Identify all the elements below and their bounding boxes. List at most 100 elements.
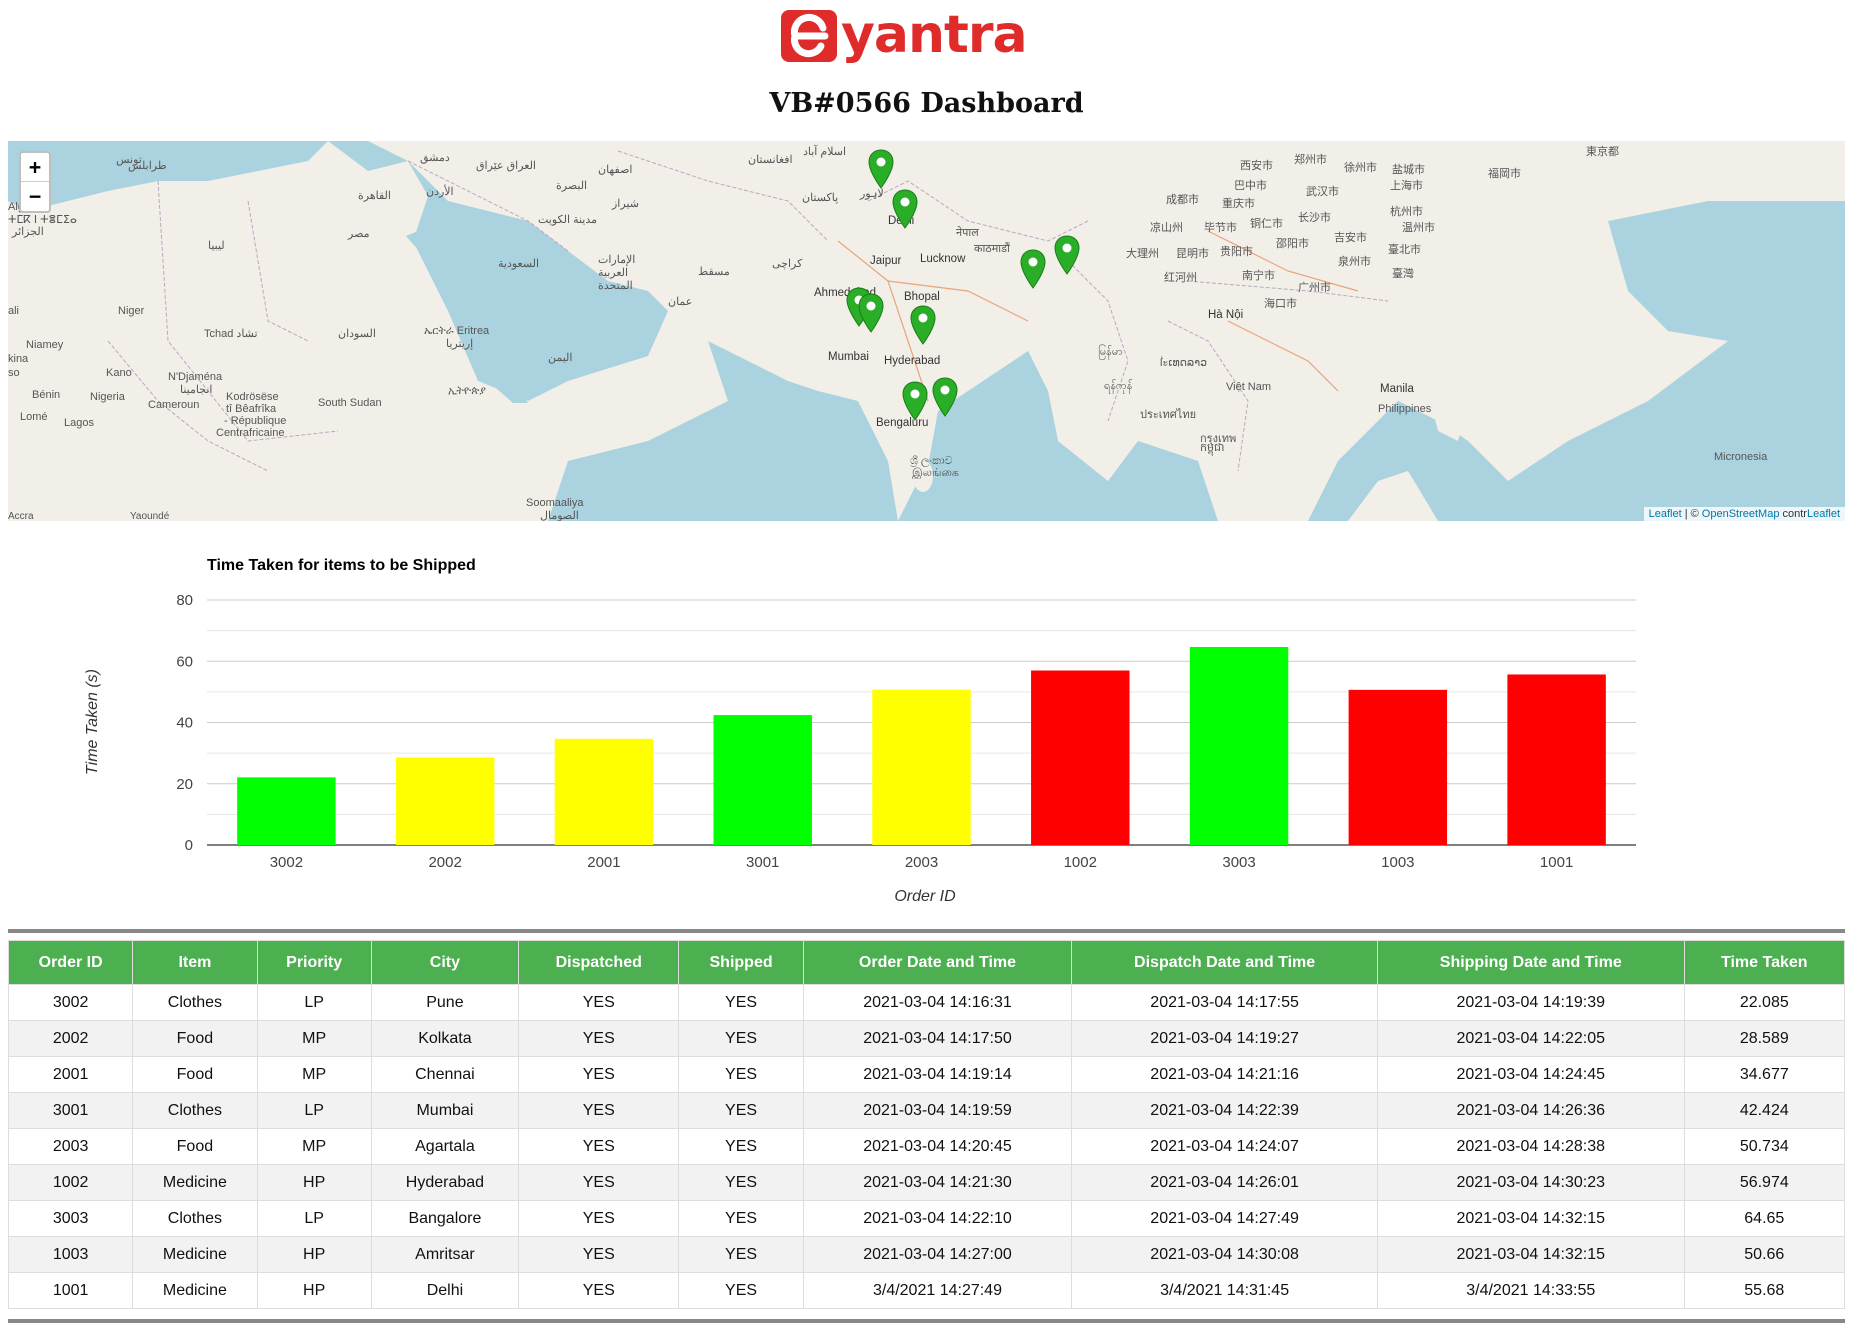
table-cell: Kolkata xyxy=(370,1020,520,1057)
orders-map[interactable]: تونس طرابلس دمشق العراق عێراق اصفهان افغ… xyxy=(8,141,1845,521)
page-title: VB#0566 Dashboard xyxy=(769,88,1084,119)
y-tick-label: 20 xyxy=(176,776,193,793)
table-row: 2002 Food MP Kolkata YES YES 2021-03-04 14:17:… xyxy=(7,1020,1846,1057)
map-marker-agartala[interactable] xyxy=(1054,235,1080,275)
map-label: 温州市 xyxy=(1402,222,1435,234)
map-label: ရန်ကုန် xyxy=(1104,380,1133,392)
map-label: काठमाडौं xyxy=(974,243,1010,255)
column-header: Item xyxy=(132,940,258,985)
table-cell: MP xyxy=(256,1056,372,1093)
map-label: Lagos xyxy=(64,417,94,429)
bar-1003[interactable] xyxy=(1348,689,1448,845)
table-cell: HP xyxy=(256,1272,372,1309)
map-label: 重庆市 xyxy=(1222,198,1255,210)
table-cell: YES xyxy=(518,1020,680,1057)
bar-2003[interactable] xyxy=(872,689,971,845)
table-cell: 2021-03-04 14:22:10 xyxy=(802,1200,1073,1237)
table-cell: 56.974 xyxy=(1683,1164,1846,1201)
map-marker-bangalore[interactable] xyxy=(902,381,928,421)
map-marker-pune[interactable] xyxy=(858,293,884,333)
map-label: Lomé xyxy=(20,411,48,423)
y-tick-label: 80 xyxy=(176,592,193,609)
table-cell: YES xyxy=(678,984,804,1021)
map-label: العراق عێراق xyxy=(476,160,536,172)
table-cell: LP xyxy=(256,1200,372,1237)
x-tick-label: 3001 xyxy=(746,854,779,871)
table-cell: 2021-03-04 14:17:55 xyxy=(1071,984,1378,1021)
column-header: Dispatch Date and Time xyxy=(1071,940,1378,985)
zoom-control: + − xyxy=(19,151,51,213)
map-label: Niger xyxy=(118,305,145,317)
leaflet-link[interactable]: Leaflet xyxy=(1648,508,1682,520)
column-header: Dispatched xyxy=(518,940,680,985)
map-label: South Sudan xyxy=(318,397,382,409)
map-label: 臺北市 xyxy=(1388,244,1421,256)
zoom-out-button[interactable]: − xyxy=(28,184,42,208)
table-header-row: Order ID Item Priority City Dispatched Shippe… xyxy=(7,940,1846,985)
table-cell: 50.66 xyxy=(1683,1236,1846,1273)
bar-3001[interactable] xyxy=(713,715,812,845)
map-label: 海口市 xyxy=(1264,298,1297,310)
bar-1001[interactable] xyxy=(1507,674,1606,845)
table-cell: YES xyxy=(518,1272,680,1309)
map-label: Bhopal xyxy=(904,291,940,303)
map-label: 西安市 xyxy=(1240,160,1273,172)
map-label: กรุงเทพ xyxy=(1200,433,1237,445)
map-label: 郑州市 xyxy=(1294,154,1327,166)
table-cell: Clothes xyxy=(132,1092,258,1129)
map-marker-kolkata[interactable] xyxy=(1020,249,1046,289)
map-label: မြန်မာ xyxy=(1098,346,1123,358)
map-label: السودان xyxy=(338,328,376,340)
map-label: الجزائر xyxy=(12,226,44,238)
table-cell: YES xyxy=(518,1200,680,1237)
zoom-in-button[interactable]: + xyxy=(21,153,49,182)
map-label: افغانستان xyxy=(748,154,793,166)
map-label: عمان xyxy=(668,296,693,308)
svg-text:yantra: yantra xyxy=(841,6,1027,65)
map-label: ශ්‍රී ලංකාව xyxy=(910,455,953,467)
map-marker-delhi[interactable] xyxy=(892,189,918,229)
table-cell: 1002 xyxy=(7,1164,134,1201)
table-cell: Medicine xyxy=(132,1236,258,1273)
table-cell: YES xyxy=(678,1200,804,1237)
bar-2002[interactable] xyxy=(395,757,495,845)
map-label: 长沙市 xyxy=(1298,212,1331,224)
osm-link[interactable]: OpenStreetMap xyxy=(1701,508,1780,520)
table-cell: 55.68 xyxy=(1683,1272,1846,1309)
map-label: tî Bêafrîka xyxy=(226,403,277,415)
table-cell: Bangalore xyxy=(370,1200,520,1237)
table-cell: 64.65 xyxy=(1683,1200,1846,1237)
map-label: 南宁市 xyxy=(1242,270,1275,282)
table-cell: 2002 xyxy=(7,1020,134,1057)
map-label: ประเทศไทย xyxy=(1140,409,1197,421)
map-marker-chennai[interactable] xyxy=(932,377,958,417)
table-cell: 1003 xyxy=(7,1236,134,1273)
map-attribution: Leaflet | © OpenStreetMap contrLeaflet xyxy=(1643,507,1845,521)
table-cell: 2021-03-04 14:30:08 xyxy=(1071,1236,1378,1273)
x-tick-label: 1003 xyxy=(1381,854,1414,871)
map-label: 巴中市 xyxy=(1234,180,1267,192)
table-cell: MP xyxy=(256,1128,372,1165)
map-label: اسلام آباد xyxy=(803,146,847,158)
map-label: لاہور xyxy=(860,188,884,200)
bar-2001[interactable] xyxy=(554,738,654,845)
map-label: 上海市 xyxy=(1390,180,1423,192)
map-label: இலங்கை xyxy=(912,467,959,479)
bar-3002[interactable] xyxy=(237,777,336,845)
table-cell: 2021-03-04 14:19:27 xyxy=(1071,1020,1378,1057)
map-label: 武汉市 xyxy=(1306,186,1339,198)
map-label: البصرة xyxy=(556,180,588,192)
map-label: الإمارات العربية المتحدة xyxy=(598,254,636,292)
map-marker-amritsar[interactable] xyxy=(868,149,894,189)
map-label: ኤርትራ Eritrea xyxy=(424,325,490,337)
bar-1002[interactable] xyxy=(1031,670,1130,845)
table-cell: 2021-03-04 14:19:59 xyxy=(802,1092,1073,1129)
map-label: 臺灣 xyxy=(1392,268,1414,280)
bar-3003[interactable] xyxy=(1189,647,1289,845)
map-marker-hyderabad[interactable] xyxy=(910,305,936,345)
table-top-rule xyxy=(8,929,1845,933)
table-cell: 2021-03-04 14:22:39 xyxy=(1071,1092,1378,1129)
attribution-separator: | © xyxy=(1681,508,1702,520)
table-cell: 2021-03-04 14:24:07 xyxy=(1071,1128,1378,1165)
leaflet-link-2[interactable]: Leaflet xyxy=(1806,508,1840,520)
